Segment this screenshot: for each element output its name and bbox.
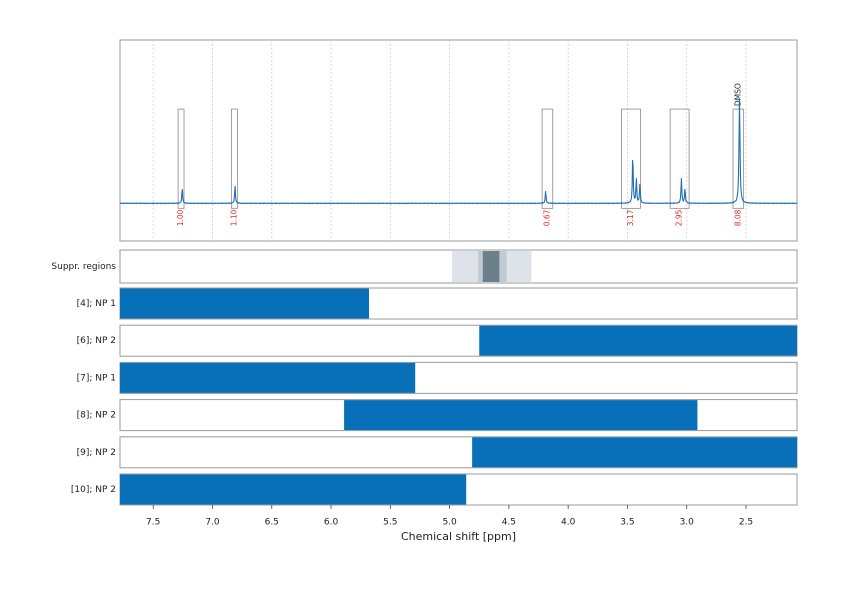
x-tick-label: 4.5 (502, 518, 516, 528)
bar-row-label: [7]; NP 1 (77, 373, 116, 383)
spectrum-line (119, 98, 798, 205)
bar-range (120, 362, 416, 393)
bar-range (344, 400, 698, 431)
integral-tag: DMSO (733, 83, 742, 106)
x-tick-label: 6.0 (324, 518, 339, 528)
x-tick-label: 7.0 (205, 518, 220, 528)
x-tick-label: 6.5 (265, 518, 279, 528)
bar-range (120, 474, 467, 505)
integral-box (541, 108, 554, 209)
suppression-regions-panel: Suppr. regions (51, 249, 798, 284)
spectrum-panel: 1.00 1.10 0.67 3.17 2.95 8.08 DMSO (119, 39, 798, 242)
integral-label: 3.17 (626, 209, 635, 226)
x-axis-label: Chemical shift [ppm] (401, 530, 516, 543)
suppressed-region (482, 251, 500, 282)
bar-row-label: [6]; NP 2 (77, 336, 116, 346)
x-tick-label: 5.5 (383, 518, 397, 528)
x-axis: 7.5 7.0 6.5 6.0 5.5 5.0 4.5 4.0 3.5 3.0 2.5 Chemica… (146, 505, 753, 543)
x-tick-label: 2.5 (739, 518, 753, 528)
bar-row-label: [10]; NP 2 (71, 485, 116, 495)
integral-box (177, 108, 185, 209)
bar-row-label: [4]; NP 1 (77, 299, 116, 309)
x-tick-label: 5.0 (442, 518, 457, 528)
spectrum-frame (119, 39, 798, 242)
bar-range (472, 437, 797, 468)
integral-label: 1.10 (229, 209, 238, 226)
integral-label: 8.08 (733, 209, 742, 226)
x-tick-label: 4.0 (561, 518, 576, 528)
integral-label: 2.95 (675, 209, 684, 226)
integral-label: 0.67 (542, 209, 551, 226)
integral-box (621, 108, 641, 209)
bar-row-label: [8]; NP 2 (77, 411, 116, 421)
integral-box (669, 108, 690, 209)
x-tick-label: 3.0 (680, 518, 695, 528)
bar-range (479, 325, 797, 356)
bar-range (120, 288, 369, 319)
bar-row-label: [9]; NP 2 (77, 448, 116, 458)
integral-label: 1.00 (176, 209, 185, 226)
suppression-label: Suppr. regions (51, 262, 116, 272)
bar-rows-panel: [4]; NP 1 [6]; NP 2 [7]; NP 1 [8]; NP 2 [9];… (71, 287, 798, 506)
integral-box (231, 108, 238, 209)
x-tick-label: 3.5 (620, 518, 634, 528)
integral-box (732, 108, 745, 209)
x-tick-label: 7.5 (146, 518, 160, 528)
